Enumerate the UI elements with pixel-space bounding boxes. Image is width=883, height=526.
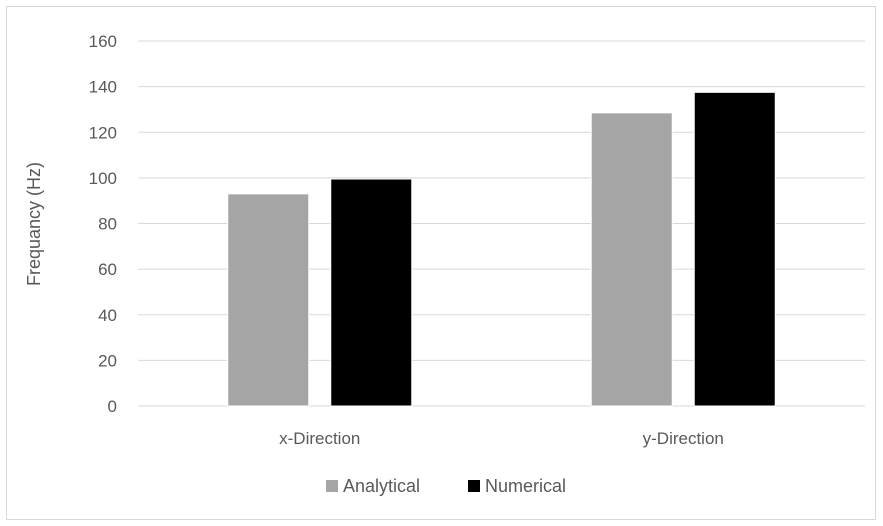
x-tick-label: y-Direction (643, 429, 724, 448)
legend-swatch-numerical (468, 480, 480, 492)
bars (227, 91, 776, 407)
y-tick-labels: 0 20 40 60 80 100 120 140 160 (89, 32, 117, 416)
x-tick-label: x-Direction (279, 429, 360, 448)
y-tick-label: 20 (98, 351, 117, 370)
y-tick-label: 120 (89, 123, 117, 142)
legend-swatch-analytical (326, 480, 338, 492)
legend-label-analytical: Analytical (343, 476, 420, 496)
y-tick-label: 40 (98, 306, 117, 325)
y-tick-label: 140 (89, 78, 117, 97)
y-tick-label: 0 (108, 397, 117, 416)
bar-analytical-y-direction (590, 112, 673, 407)
legend: Analytical Numerical (326, 476, 566, 496)
y-tick-label: 100 (89, 169, 117, 188)
y-tick-label: 160 (89, 32, 117, 51)
legend-label-numerical: Numerical (485, 476, 566, 496)
y-axis-title: Frequancy (Hz) (24, 162, 44, 286)
bar-numerical-x-direction (330, 178, 413, 407)
bar-numerical-y-direction (693, 91, 776, 407)
y-tick-label: 60 (98, 260, 117, 279)
y-tick-label: 80 (98, 215, 117, 234)
x-tick-labels: x-Direction y-Direction (279, 429, 724, 448)
bar-analytical-x-direction (227, 193, 310, 407)
